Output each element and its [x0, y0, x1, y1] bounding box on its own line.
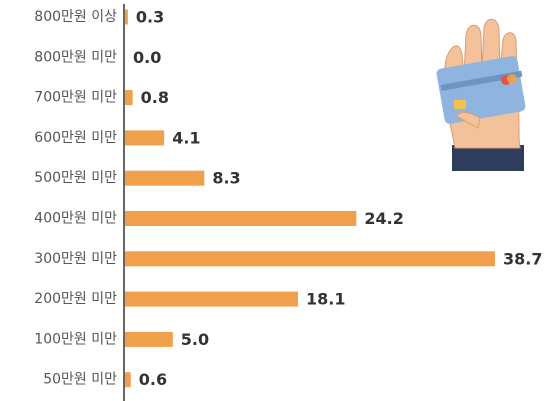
bar — [125, 130, 165, 146]
value-label: 5.0 — [181, 330, 209, 349]
bar — [125, 90, 133, 106]
bar — [125, 291, 299, 307]
value-label: 8.3 — [212, 169, 240, 188]
value-label: 38.7 — [503, 249, 542, 268]
value-label: 0.3 — [136, 8, 164, 27]
bar — [125, 372, 131, 388]
card-hand-icon — [436, 18, 526, 171]
value-label: 18.1 — [306, 290, 345, 309]
category-label: 300만원 미만 — [34, 251, 117, 267]
bar — [125, 170, 205, 186]
bar — [125, 331, 173, 347]
value-label: 0.8 — [141, 88, 169, 107]
category-label: 600만원 미만 — [34, 130, 117, 146]
category-label: 800만원 미만 — [34, 49, 117, 65]
category-label: 800만원 이상 — [34, 9, 117, 25]
category-label: 500만원 미만 — [34, 170, 117, 186]
category-label: 50만원 미만 — [43, 372, 117, 388]
category-label: 400만원 미만 — [34, 211, 117, 227]
value-label: 0.6 — [139, 370, 167, 389]
bar — [125, 9, 128, 25]
value-label: 24.2 — [364, 209, 403, 228]
category-label: 700만원 미만 — [34, 90, 117, 106]
category-label: 200만원 미만 — [34, 291, 117, 307]
bar — [125, 251, 495, 267]
value-label: 4.1 — [172, 128, 200, 147]
value-label: 0.0 — [133, 48, 161, 67]
category-label: 100만원 미만 — [34, 331, 117, 347]
bar — [125, 211, 357, 226]
